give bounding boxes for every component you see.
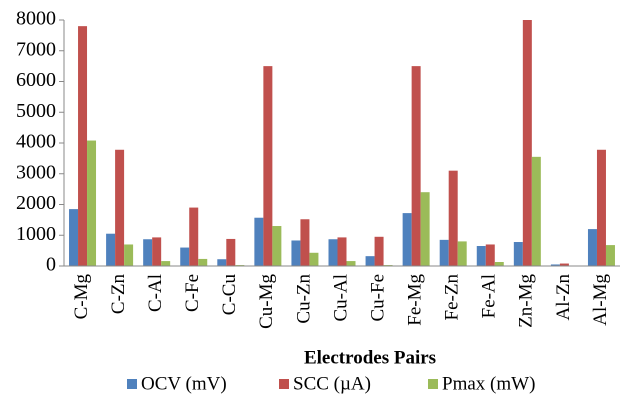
bar <box>309 252 319 266</box>
x-tick-label: Cu-Fe <box>367 274 388 322</box>
x-tick-label: Fe-Mg <box>404 274 425 326</box>
bar <box>531 156 541 266</box>
x-tick-label: Fe-Al <box>479 274 500 318</box>
bar <box>476 246 486 266</box>
x-tick-label: Cu-Al <box>330 274 351 322</box>
bar <box>124 244 134 266</box>
x-tick-label: Al-Mg <box>590 274 611 326</box>
x-tick-label: C-Mg <box>71 274 92 320</box>
y-tick-label: 7000 <box>16 38 56 60</box>
bar <box>522 20 532 266</box>
x-tick-label: Cu-Mg <box>256 274 277 329</box>
bar <box>448 170 458 266</box>
legend-swatch <box>428 379 438 389</box>
bar <box>365 256 375 266</box>
y-tick-label: 8000 <box>16 8 56 30</box>
bar <box>596 149 606 266</box>
bar <box>457 241 467 266</box>
x-axis-title: Electrodes Pairs <box>304 347 436 368</box>
bar <box>291 240 301 266</box>
x-tick-label: Al-Zn <box>553 274 574 321</box>
bar <box>485 244 495 266</box>
bar <box>420 192 430 266</box>
bar <box>300 219 310 266</box>
bar <box>152 237 162 266</box>
legend-swatch <box>279 379 289 389</box>
y-tick-label: 6000 <box>16 69 56 91</box>
bar <box>115 149 125 266</box>
bar <box>272 226 282 266</box>
y-tick-label: 4000 <box>16 131 56 153</box>
bar <box>550 264 560 266</box>
bar <box>559 263 569 266</box>
bar <box>605 245 615 266</box>
bar <box>402 213 412 266</box>
bar <box>161 261 171 266</box>
x-tick-label: Fe-Zn <box>442 274 463 321</box>
bar <box>328 239 338 266</box>
bar <box>180 247 190 266</box>
bar <box>263 66 273 266</box>
y-tick-label: 2000 <box>16 192 56 214</box>
bar <box>217 259 227 266</box>
bar <box>69 209 79 266</box>
legend-label: OCV (mV) <box>141 373 227 394</box>
bar <box>346 261 356 266</box>
bar <box>198 258 208 266</box>
x-tick-label: C-Cu <box>219 274 240 316</box>
bar <box>587 229 597 266</box>
bar <box>143 239 153 266</box>
bar <box>439 239 449 266</box>
bar <box>254 217 264 266</box>
y-tick-label: 5000 <box>16 100 56 122</box>
bar <box>411 66 421 266</box>
legend-swatch <box>127 379 137 389</box>
y-tick-label: 3000 <box>16 161 56 183</box>
legend-label: SCC (µA) <box>293 373 371 394</box>
bar <box>374 236 384 266</box>
x-tick-label: Cu-Zn <box>293 274 314 324</box>
y-tick-label: 1000 <box>16 223 56 245</box>
x-tick-label: Zn-Mg <box>516 274 537 328</box>
x-tick-label: C-Al <box>145 274 166 312</box>
bar <box>189 207 199 266</box>
legend-label: Pmax (mW) <box>442 373 535 394</box>
bar <box>337 237 347 266</box>
bar <box>226 238 236 266</box>
bar <box>494 262 504 266</box>
bar <box>87 140 97 266</box>
y-tick-label: 0 <box>46 254 56 276</box>
x-tick-label: C-Zn <box>108 274 129 315</box>
bar <box>106 233 116 266</box>
x-tick-label: C-Fe <box>182 274 203 312</box>
bar <box>513 242 523 266</box>
bar <box>78 26 88 267</box>
